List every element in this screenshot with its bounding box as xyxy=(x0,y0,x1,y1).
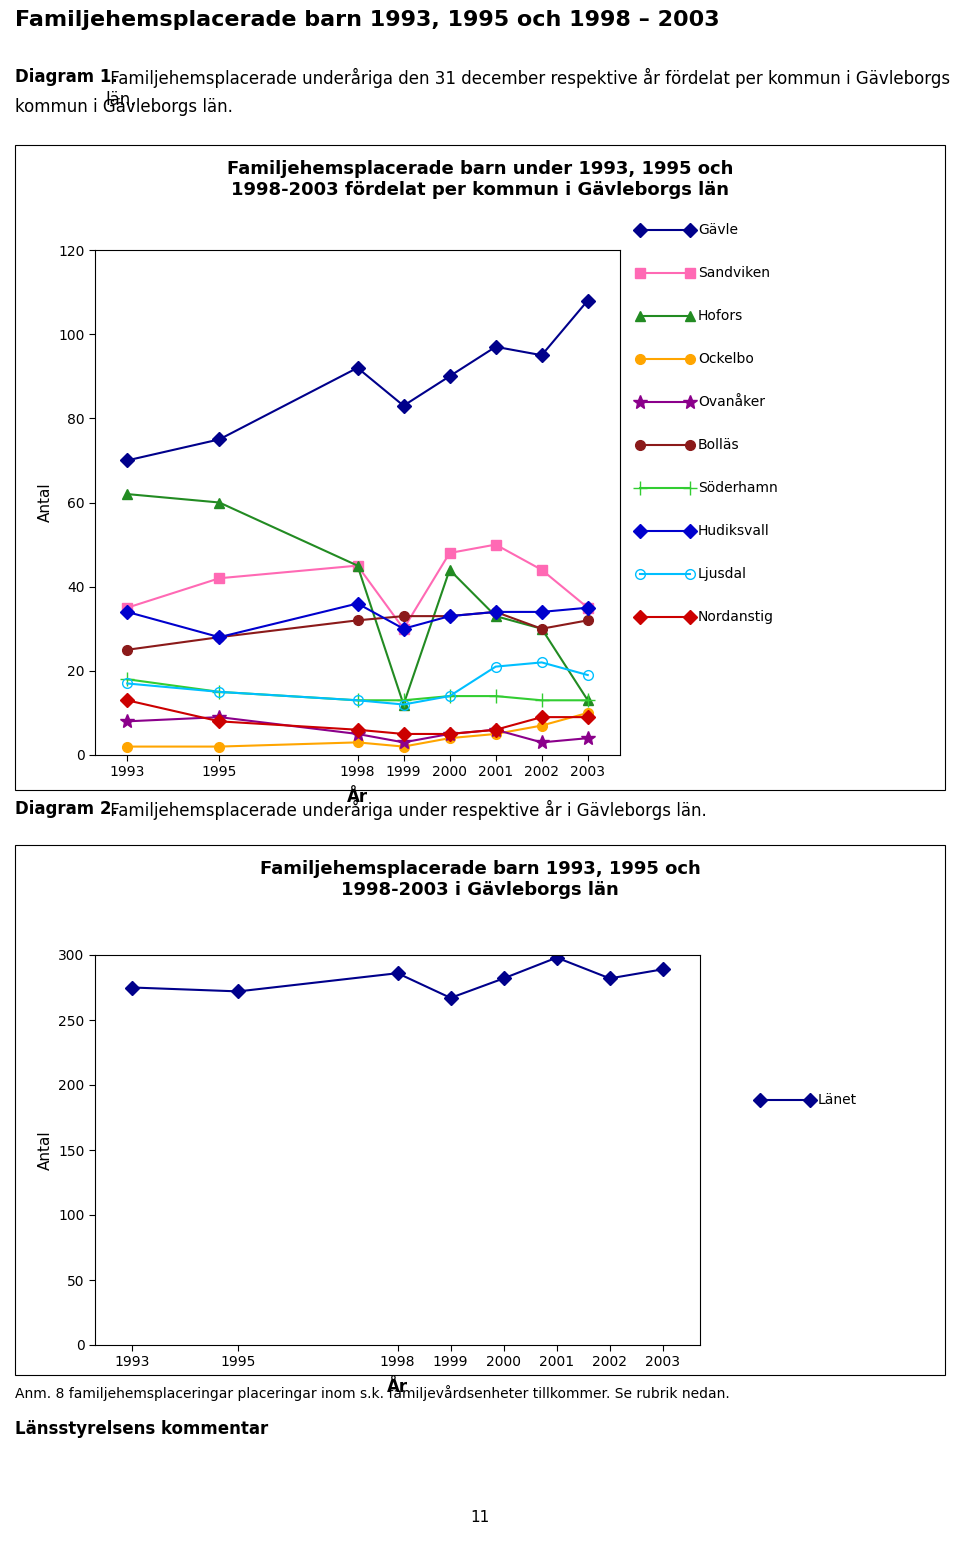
Text: Ovanåker: Ovanåker xyxy=(698,396,765,409)
Text: Sandviken: Sandviken xyxy=(698,266,770,280)
Text: Gävle: Gävle xyxy=(698,222,738,236)
Text: Nordanstig: Nordanstig xyxy=(698,610,774,624)
Text: Länsstyrelsens kommentar: Länsstyrelsens kommentar xyxy=(15,1420,268,1438)
Text: Hudiksvall: Hudiksvall xyxy=(698,524,770,538)
Text: kommun i Gävleborgs län.: kommun i Gävleborgs län. xyxy=(15,97,233,116)
X-axis label: År: År xyxy=(347,788,368,806)
Text: Familjehemsplacerade underåriga den 31 december respektive år fördelat per kommu: Familjehemsplacerade underåriga den 31 d… xyxy=(105,68,950,108)
Y-axis label: Antal: Antal xyxy=(37,482,53,522)
Text: Bolläs: Bolläs xyxy=(698,437,739,453)
Text: Ljusdal: Ljusdal xyxy=(698,567,747,581)
Text: Familjehemsplacerade underåriga under respektive år i Gävleborgs län.: Familjehemsplacerade underåriga under re… xyxy=(105,800,707,820)
Text: Diagram 1.: Diagram 1. xyxy=(15,68,118,87)
Text: Familjehemsplacerade barn 1993, 1995 och 1998 – 2003: Familjehemsplacerade barn 1993, 1995 och… xyxy=(15,9,720,29)
Text: Länet: Länet xyxy=(818,1092,857,1108)
Text: Söderhamn: Söderhamn xyxy=(698,480,778,494)
Text: Ockelbo: Ockelbo xyxy=(698,352,754,366)
X-axis label: År: År xyxy=(387,1378,408,1395)
Text: Hofors: Hofors xyxy=(698,309,743,323)
Text: Familjehemsplacerade barn 1993, 1995 och
1998-2003 i Gävleborgs län: Familjehemsplacerade barn 1993, 1995 och… xyxy=(259,861,701,899)
Text: Diagram 2.: Diagram 2. xyxy=(15,800,118,817)
Text: 11: 11 xyxy=(470,1509,490,1525)
Text: Anm. 8 familjehemsplaceringar placeringar inom s.k. familjevårdsenheter tillkomm: Anm. 8 familjehemsplaceringar placeringa… xyxy=(15,1384,730,1401)
Y-axis label: Antal: Antal xyxy=(37,1131,53,1170)
Text: Familjehemsplacerade barn under 1993, 1995 och
1998-2003 fördelat per kommun i G: Familjehemsplacerade barn under 1993, 19… xyxy=(227,161,733,199)
